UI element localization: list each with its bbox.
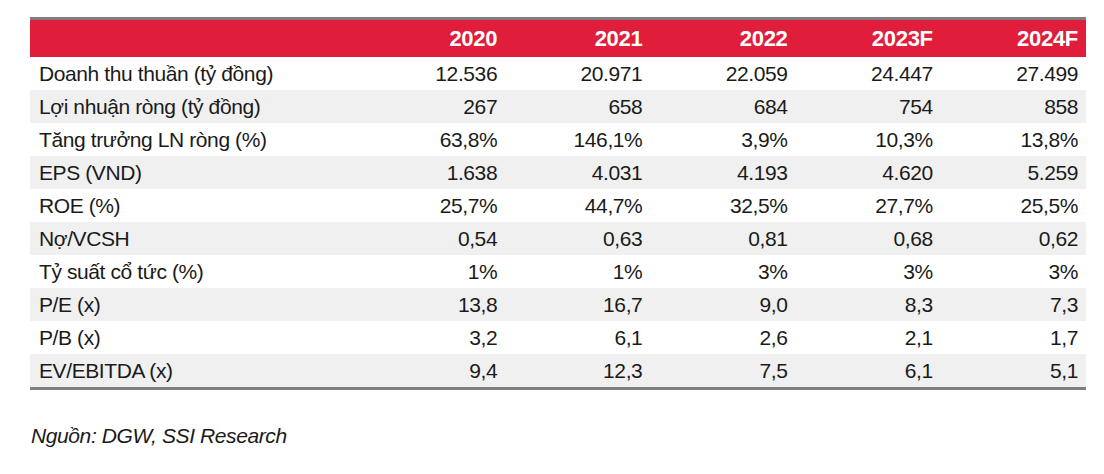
cell-value: 13,8 <box>360 288 505 321</box>
table-row: Tăng trưởng LN ròng (%)63,8%146,1%3,9%10… <box>30 123 1086 156</box>
table-row: EV/EBITDA (x)9,412,37,56,15,1 <box>30 354 1086 387</box>
row-label: EV/EBITDA (x) <box>30 354 360 387</box>
cell-value: 63,8% <box>360 123 505 156</box>
cell-value: 9,0 <box>650 288 795 321</box>
table-row: P/B (x)3,26,12,62,11,7 <box>30 321 1086 354</box>
cell-value: 1,7 <box>941 321 1086 354</box>
cell-value: 1% <box>505 255 650 288</box>
cell-value: 3% <box>796 255 941 288</box>
cell-value: 0,81 <box>650 222 795 255</box>
column-header-year: 2022 <box>650 20 795 57</box>
cell-value: 32,5% <box>650 189 795 222</box>
table-row: Tỷ suất cổ tức (%)1%1%3%3%3% <box>30 255 1086 288</box>
cell-value: 12.536 <box>360 57 505 90</box>
cell-value: 22.059 <box>650 57 795 90</box>
column-header-year: 2020 <box>360 20 505 57</box>
row-label: Lợi nhuận ròng (tỷ đồng) <box>30 90 360 123</box>
cell-value: 25,5% <box>941 189 1086 222</box>
row-label: EPS (VND) <box>30 156 360 189</box>
cell-value: 0,68 <box>796 222 941 255</box>
cell-value: 7,5 <box>650 354 795 387</box>
cell-value: 2,6 <box>650 321 795 354</box>
cell-value: 5.259 <box>941 156 1086 189</box>
cell-value: 27,7% <box>796 189 941 222</box>
table-row: Lợi nhuận ròng (tỷ đồng)267658684754858 <box>30 90 1086 123</box>
cell-value: 684 <box>650 90 795 123</box>
row-label: Nợ/VCSH <box>30 222 360 255</box>
cell-value: 267 <box>360 90 505 123</box>
cell-value: 9,4 <box>360 354 505 387</box>
table-row: Doanh thu thuần (tỷ đồng)12.53620.97122.… <box>30 57 1086 90</box>
cell-value: 0,63 <box>505 222 650 255</box>
row-label: P/E (x) <box>30 288 360 321</box>
table-body: Doanh thu thuần (tỷ đồng)12.53620.97122.… <box>30 57 1086 387</box>
cell-value: 44,7% <box>505 189 650 222</box>
row-label: Doanh thu thuần (tỷ đồng) <box>30 57 360 90</box>
row-label: ROE (%) <box>30 189 360 222</box>
cell-value: 5,1 <box>941 354 1086 387</box>
cell-value: 10,3% <box>796 123 941 156</box>
cell-value: 7,3 <box>941 288 1086 321</box>
row-label: Tỷ suất cổ tức (%) <box>30 255 360 288</box>
column-header-empty <box>30 20 360 57</box>
cell-value: 1.638 <box>360 156 505 189</box>
cell-value: 1% <box>360 255 505 288</box>
table-row: EPS (VND)1.6384.0314.1934.6205.259 <box>30 156 1086 189</box>
cell-value: 20.971 <box>505 57 650 90</box>
cell-value: 12,3 <box>505 354 650 387</box>
cell-value: 4.031 <box>505 156 650 189</box>
cell-value: 3% <box>650 255 795 288</box>
table-row: ROE (%)25,7%44,7%32,5%27,7%25,5% <box>30 189 1086 222</box>
table-header-row: 2020202120222023F2024F <box>30 20 1086 57</box>
cell-value: 4.193 <box>650 156 795 189</box>
cell-value: 25,7% <box>360 189 505 222</box>
cell-value: 8,3 <box>796 288 941 321</box>
cell-value: 3,9% <box>650 123 795 156</box>
metrics-table: 2020202120222023F2024F Doanh thu thuần (… <box>30 20 1086 387</box>
table-row: P/E (x)13,816,79,08,37,3 <box>30 288 1086 321</box>
cell-value: 27.499 <box>941 57 1086 90</box>
cell-value: 658 <box>505 90 650 123</box>
cell-value: 146,1% <box>505 123 650 156</box>
cell-value: 13,8% <box>941 123 1086 156</box>
cell-value: 3,2 <box>360 321 505 354</box>
row-label: Tăng trưởng LN ròng (%) <box>30 123 360 156</box>
cell-value: 858 <box>941 90 1086 123</box>
column-header-year: 2023F <box>796 20 941 57</box>
row-label: P/B (x) <box>30 321 360 354</box>
cell-value: 0,54 <box>360 222 505 255</box>
cell-value: 754 <box>796 90 941 123</box>
cell-value: 16,7 <box>505 288 650 321</box>
table-row: Nợ/VCSH0,540,630,810,680,62 <box>30 222 1086 255</box>
column-header-year: 2024F <box>941 20 1086 57</box>
cell-value: 24.447 <box>796 57 941 90</box>
cell-value: 0,62 <box>941 222 1086 255</box>
cell-value: 4.620 <box>796 156 941 189</box>
column-header-year: 2021 <box>505 20 650 57</box>
source-note: Nguồn: DGW, SSI Research <box>31 424 287 448</box>
cell-value: 6,1 <box>505 321 650 354</box>
cell-value: 3% <box>941 255 1086 288</box>
financial-summary-table: 2020202120222023F2024F Doanh thu thuần (… <box>30 17 1086 390</box>
cell-value: 6,1 <box>796 354 941 387</box>
cell-value: 2,1 <box>796 321 941 354</box>
